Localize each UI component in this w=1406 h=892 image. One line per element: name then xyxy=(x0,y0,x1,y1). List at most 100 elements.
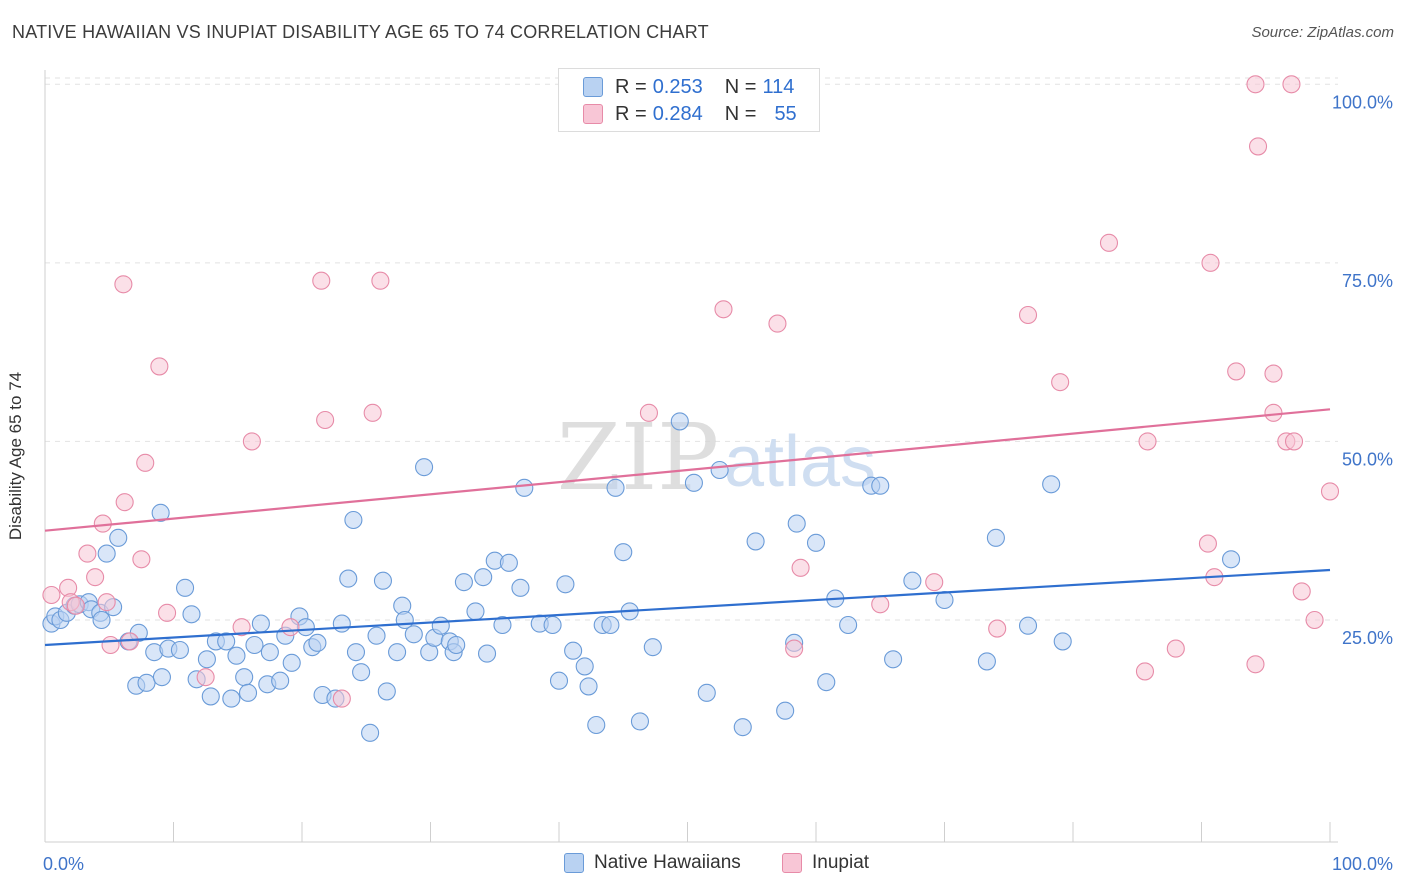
data-point xyxy=(159,604,176,621)
legend-row-inupiat: R = 0.284 N = 55 xyxy=(583,102,797,126)
y-tick-label: 100.0% xyxy=(1332,92,1393,112)
data-point xyxy=(353,664,370,681)
data-point xyxy=(1247,656,1264,673)
data-point xyxy=(389,644,406,661)
data-point xyxy=(340,570,357,587)
data-point xyxy=(1283,76,1300,93)
series-inupiat xyxy=(43,76,1339,707)
data-point xyxy=(1286,433,1303,450)
legend-swatch-blue xyxy=(583,77,603,97)
data-point xyxy=(786,640,803,657)
legend-label-native-hawaiians: Native Hawaiians xyxy=(594,852,741,874)
data-point xyxy=(467,603,484,620)
legend-swatch-pink xyxy=(782,853,802,873)
gridlines xyxy=(45,78,1338,620)
data-point xyxy=(685,474,702,491)
data-point xyxy=(872,596,889,613)
data-point xyxy=(345,512,362,529)
data-point xyxy=(364,404,381,421)
data-point xyxy=(588,717,605,734)
trend-line xyxy=(45,570,1330,645)
data-point xyxy=(317,412,334,429)
data-point xyxy=(236,669,253,686)
data-point xyxy=(580,678,597,695)
y-tick-label: 25.0% xyxy=(1342,628,1393,648)
data-point xyxy=(151,358,168,375)
data-point xyxy=(448,637,465,654)
data-point xyxy=(333,690,350,707)
data-point xyxy=(252,615,269,632)
legend-item-inupiat[interactable]: Inupiat xyxy=(782,852,869,874)
watermark-zip: ZIP xyxy=(557,404,719,511)
data-point xyxy=(1020,617,1037,634)
data-point xyxy=(177,579,194,596)
data-point xyxy=(788,515,805,532)
data-point xyxy=(1322,483,1339,500)
data-point xyxy=(333,615,350,632)
data-point xyxy=(475,569,492,586)
data-point xyxy=(936,592,953,609)
data-point xyxy=(1043,476,1060,493)
data-point xyxy=(640,404,657,421)
y-tick-label: 50.0% xyxy=(1342,449,1393,469)
data-point xyxy=(671,413,688,430)
data-point xyxy=(261,644,278,661)
data-point xyxy=(557,576,574,593)
legend-r-value: 0.253 xyxy=(653,76,703,99)
data-point xyxy=(1199,535,1216,552)
data-point xyxy=(1265,404,1282,421)
data-point xyxy=(197,669,214,686)
data-point xyxy=(67,597,84,614)
data-point xyxy=(378,683,395,700)
data-point xyxy=(102,637,119,654)
y-axis-label: Disability Age 65 to 74 xyxy=(6,372,26,540)
data-point xyxy=(98,594,115,611)
data-point xyxy=(1052,374,1069,391)
data-point xyxy=(565,642,582,659)
data-point xyxy=(309,634,326,651)
data-point xyxy=(872,477,889,494)
data-point xyxy=(1202,254,1219,271)
data-point xyxy=(198,651,215,668)
legend-n-value: 55 xyxy=(774,103,796,126)
data-point xyxy=(1100,234,1117,251)
data-point xyxy=(243,433,260,450)
data-point xyxy=(987,529,1004,546)
data-point xyxy=(171,642,188,659)
data-point xyxy=(631,713,648,730)
data-point xyxy=(1306,612,1323,629)
data-point xyxy=(885,651,902,668)
data-point xyxy=(79,545,96,562)
data-point xyxy=(137,454,154,471)
data-point xyxy=(698,684,715,701)
legend-swatch-blue xyxy=(564,853,584,873)
data-point xyxy=(432,617,449,634)
data-point xyxy=(1223,551,1240,568)
legend-item-native-hawaiians[interactable]: Native Hawaiians xyxy=(564,852,741,874)
data-point xyxy=(1265,365,1282,382)
data-point xyxy=(98,545,115,562)
legend-n-label: N = xyxy=(725,103,757,126)
data-point xyxy=(43,587,60,604)
scatter-chart: ZIP atlas 25.0%50.0%75.0%100.0%0.0% 100.0… xyxy=(0,0,1406,892)
series-legend: Native Hawaiians Inupiat xyxy=(0,852,1406,876)
data-point xyxy=(1228,363,1245,380)
data-point xyxy=(282,619,299,636)
data-point xyxy=(1054,633,1071,650)
data-point xyxy=(602,617,619,634)
data-point xyxy=(978,653,995,670)
legend-swatch-pink xyxy=(583,104,603,124)
data-point xyxy=(372,272,389,289)
data-point xyxy=(904,572,921,589)
data-point xyxy=(313,272,330,289)
data-point xyxy=(792,559,809,576)
data-point xyxy=(240,684,257,701)
data-point xyxy=(576,658,593,675)
data-point xyxy=(1293,583,1310,600)
data-point xyxy=(115,276,132,293)
data-point xyxy=(455,574,472,591)
data-point xyxy=(368,627,385,644)
data-point xyxy=(926,574,943,591)
data-point xyxy=(1247,76,1264,93)
legend-r-value: 0.284 xyxy=(653,103,703,126)
